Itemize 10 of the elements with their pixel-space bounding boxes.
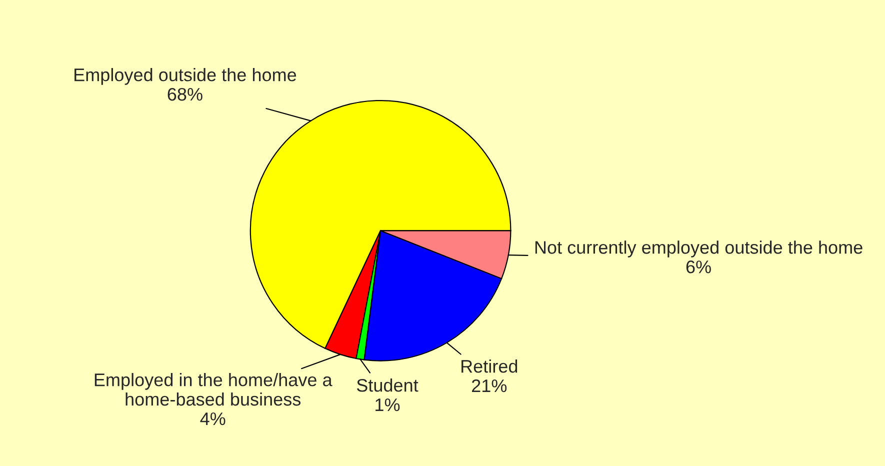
data-label: 6% xyxy=(686,260,711,274)
slice-label: Student xyxy=(356,378,418,392)
data-label: 21% xyxy=(472,379,507,392)
slice-label: Retired xyxy=(462,359,518,373)
slice-label: Employed in the home/have a home-based business xyxy=(94,373,332,406)
data-label: 68% xyxy=(168,88,202,101)
data-label: 4% xyxy=(200,412,226,426)
slice-label: Employed outside the home xyxy=(74,68,296,85)
data-label: 1% xyxy=(376,398,400,412)
slice-label: Not currently employed outside the home xyxy=(535,240,862,258)
